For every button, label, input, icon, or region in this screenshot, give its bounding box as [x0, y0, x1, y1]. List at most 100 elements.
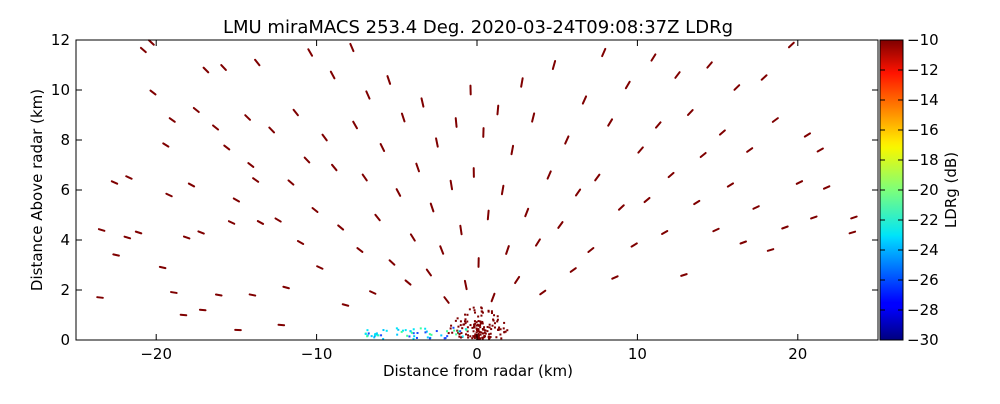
colorbar: −30−28−26−24−22−20−18−16−14−12−10 LDRg (…	[880, 31, 960, 349]
low-ldr-mark	[374, 333, 376, 335]
near-field-mark	[480, 331, 482, 333]
low-ldr-mark	[380, 334, 382, 336]
low-ldr-mark	[413, 332, 415, 334]
near-field-mark	[488, 333, 490, 335]
low-ldr-mark	[420, 327, 422, 329]
low-ldr-mark	[465, 329, 467, 331]
near-field-mark	[474, 309, 476, 311]
near-field-mark	[482, 333, 484, 335]
near-field-mark	[489, 326, 491, 328]
low-ldr-mark	[453, 330, 455, 332]
near-field-mark	[494, 327, 496, 329]
colorbar-tick-label: −14	[907, 91, 939, 109]
colorbar-tick-label: −24	[907, 241, 939, 259]
near-field-mark	[485, 333, 487, 335]
near-field-mark	[477, 316, 479, 318]
low-ldr-mark	[368, 332, 370, 334]
near-field-mark	[457, 326, 459, 328]
near-field-mark	[450, 327, 452, 329]
colorbar-tick-label: −12	[907, 61, 939, 79]
low-ldr-mark	[411, 332, 413, 334]
colorbar-tick-label: −10	[907, 31, 939, 49]
near-field-mark	[495, 336, 497, 338]
near-field-mark	[458, 336, 460, 338]
near-field-mark	[497, 329, 499, 331]
near-field-mark	[477, 324, 479, 326]
near-field-mark	[478, 328, 480, 330]
near-field-mark	[503, 322, 505, 324]
near-field-mark	[464, 318, 466, 320]
low-ldr-mark	[452, 327, 454, 329]
data-point	[250, 294, 256, 295]
near-field-mark	[493, 314, 495, 316]
y-tick-label: 6	[60, 181, 70, 199]
near-field-mark	[459, 333, 461, 335]
low-ldr-mark	[396, 334, 398, 336]
y-axis-label: Distance Above radar (km)	[28, 89, 46, 291]
near-field-mark	[474, 333, 476, 335]
colorbar-tick-label: −30	[907, 331, 939, 349]
near-field-mark	[480, 315, 482, 317]
data-point	[456, 118, 457, 127]
data-point	[160, 267, 166, 268]
near-field-mark	[467, 334, 469, 336]
near-field-mark	[497, 315, 499, 317]
y-tick-label: 4	[60, 231, 70, 249]
near-field-mark	[464, 314, 466, 316]
near-field-mark	[470, 324, 472, 326]
near-field-mark	[483, 336, 485, 338]
low-ldr-mark	[440, 334, 442, 336]
near-field-mark	[506, 329, 508, 331]
near-field-mark	[496, 320, 498, 322]
low-ldr-mark	[427, 336, 429, 338]
near-field-mark	[489, 324, 491, 326]
low-ldr-mark	[424, 331, 426, 333]
near-field-mark	[472, 335, 474, 337]
near-field-mark	[448, 332, 450, 334]
x-tick-label: −20	[140, 345, 172, 363]
near-field-mark	[486, 330, 488, 332]
near-field-mark	[492, 325, 494, 327]
colorbar-tick-label: −16	[907, 121, 939, 139]
low-ldr-mark	[416, 337, 418, 339]
near-field-mark	[487, 326, 489, 328]
near-field-mark	[464, 320, 466, 322]
near-field-mark	[503, 327, 505, 329]
low-ldr-mark	[462, 335, 464, 337]
near-field-mark	[482, 322, 484, 324]
near-field-mark	[499, 334, 501, 336]
low-ldr-mark	[409, 330, 411, 332]
colorbar-label: LDRg (dB)	[942, 152, 960, 228]
near-field-mark	[469, 308, 471, 310]
data-point	[216, 295, 222, 296]
data-point	[460, 226, 461, 235]
near-field-mark	[460, 320, 462, 322]
near-field-mark	[484, 329, 486, 331]
low-ldr-mark	[366, 335, 368, 337]
near-field-mark	[473, 307, 475, 309]
near-field-mark	[494, 322, 496, 324]
x-axis-label: Distance from radar (km)	[383, 362, 573, 380]
colorbar-tick-label: −26	[907, 271, 939, 289]
colorbar-tick-label: −20	[907, 181, 939, 199]
near-field-mark	[466, 314, 468, 316]
data-point	[451, 181, 452, 189]
low-ldr-mark	[373, 336, 375, 338]
low-ldr-mark	[401, 331, 403, 333]
near-field-mark	[473, 330, 475, 332]
low-ldr-mark	[455, 333, 457, 335]
near-field-mark	[469, 335, 471, 337]
data-point	[497, 106, 498, 115]
near-field-mark	[457, 317, 459, 319]
near-field-mark	[493, 320, 495, 322]
low-ldr-mark	[445, 337, 447, 339]
low-ldr-mark	[429, 337, 431, 339]
near-field-mark	[476, 331, 478, 333]
low-ldr-mark	[366, 329, 368, 331]
data-point	[97, 297, 103, 298]
low-ldr-mark	[429, 333, 431, 335]
x-tick-label: −10	[301, 345, 333, 363]
near-field-mark	[481, 311, 483, 313]
near-field-mark	[455, 320, 457, 322]
y-tick-label: 8	[60, 131, 70, 149]
